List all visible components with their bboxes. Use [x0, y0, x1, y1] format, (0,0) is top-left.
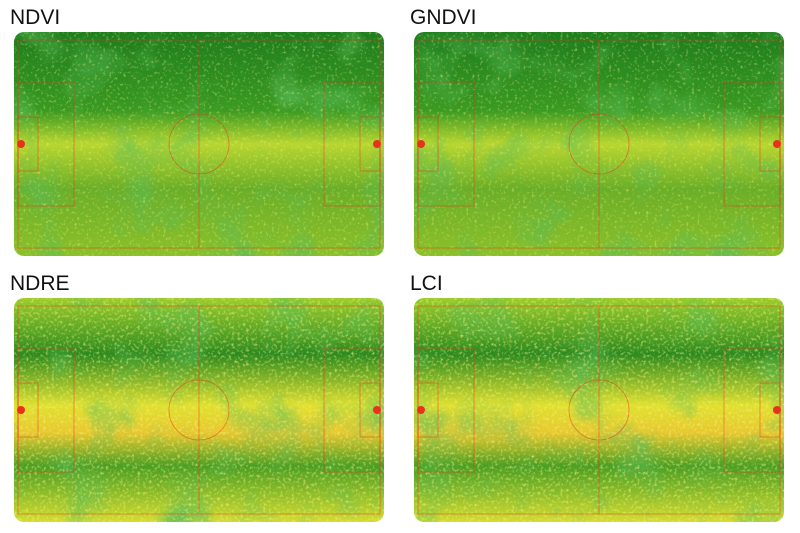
goal-hotspot-right: [773, 406, 781, 414]
panel-ndre: NDRE: [10, 272, 390, 527]
goal-hotspot-left: [17, 406, 25, 414]
goal-hotspot-right: [373, 406, 381, 414]
ndre-field-map: [14, 298, 384, 522]
panel-title: NDVI: [10, 6, 61, 29]
gndvi-field-map: [414, 32, 784, 256]
goal-hotspot-right: [373, 140, 381, 148]
panel-lci: LCI: [410, 272, 790, 527]
lci-field-map: [414, 298, 784, 522]
panel-title: NDRE: [10, 272, 70, 295]
panel-title: GNDVI: [410, 6, 477, 29]
goal-hotspot-left: [17, 140, 25, 148]
ndvi-field-map: [14, 32, 384, 256]
goal-hotspot-left: [417, 406, 425, 414]
panel-gndvi: GNDVI: [410, 6, 790, 261]
goal-hotspot-left: [417, 140, 425, 148]
panel-ndvi: NDVI: [10, 6, 390, 261]
panel-title: LCI: [410, 272, 443, 295]
goal-hotspot-right: [773, 140, 781, 148]
